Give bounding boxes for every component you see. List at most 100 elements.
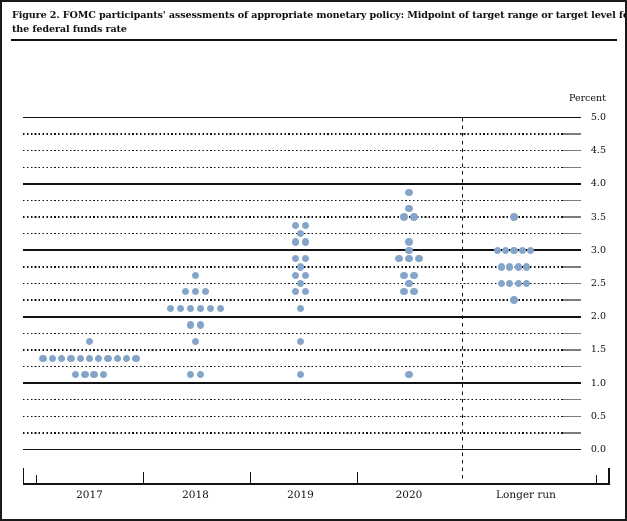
gridline-solid [23, 183, 581, 185]
gridline-dotted [23, 216, 563, 218]
x-axis-tick [143, 472, 145, 484]
projection-dot [405, 246, 413, 254]
projection-dot [296, 263, 305, 271]
projection-dot [405, 188, 413, 196]
projection-dot [201, 288, 210, 296]
projection-dot [67, 354, 75, 362]
projection-dot [296, 304, 305, 313]
projection-dot [410, 213, 418, 221]
y-axis-label: 4.5 [590, 145, 606, 157]
gridline-dotted [23, 349, 563, 351]
projection-dot [216, 304, 225, 313]
gridline-dotted [23, 415, 563, 418]
projection-dot [191, 271, 200, 279]
projection-dot [291, 271, 300, 279]
projection-dot [296, 371, 305, 379]
projection-dot [493, 246, 501, 254]
projection-dot [191, 288, 200, 296]
gridline-dotted [23, 133, 563, 135]
projection-dot [301, 221, 310, 230]
projection-dot [39, 354, 47, 362]
x-axis-label-2019: 2019 [287, 489, 314, 501]
projection-dot [405, 238, 413, 246]
projection-dot [296, 337, 305, 346]
projection-dot [301, 254, 310, 263]
projection-dot [410, 288, 418, 296]
gridline-end-cap [563, 398, 581, 401]
y-axis-label: 3.0 [590, 244, 606, 256]
projection-dot [518, 246, 527, 254]
gridline-dotted [23, 282, 563, 285]
projection-dot [296, 230, 305, 238]
projection-dot [400, 213, 408, 221]
gridline-solid [23, 382, 581, 384]
projection-dot [301, 238, 310, 246]
y-axis-label: 1.5 [590, 344, 606, 356]
x-axis-tick [596, 475, 598, 484]
projection-dot [76, 354, 84, 362]
gridline-solid [23, 249, 581, 252]
projection-dot [196, 321, 205, 329]
gridline-end-cap [563, 232, 581, 235]
x-axis-tick [250, 472, 252, 484]
projection-dot [123, 354, 131, 362]
projection-dot [301, 271, 310, 279]
projection-dot [191, 337, 200, 346]
projection-dot [186, 321, 195, 329]
projection-dot [506, 279, 514, 288]
gridline-end-cap [563, 299, 581, 301]
projection-dot [113, 354, 122, 362]
figure-title-line-1: Figure 2. FOMC participants' assessments… [12, 10, 627, 21]
projection-dot [405, 371, 413, 379]
projection-dot [81, 371, 89, 379]
gridline-end-cap [563, 349, 581, 351]
projection-dot [405, 205, 413, 213]
gridline-end-cap [563, 216, 581, 218]
title-rule [11, 39, 617, 41]
projection-dot [522, 279, 531, 288]
projection-dot [405, 279, 413, 288]
projection-dot [501, 246, 510, 254]
projection-dot [400, 288, 408, 296]
gridline-solid [23, 448, 581, 451]
y-axis-label: 0.5 [590, 410, 606, 422]
y-axis-label: 1.0 [590, 377, 606, 389]
projection-dot [166, 304, 175, 313]
gridline-solid [23, 315, 581, 318]
y-axis-label: 0.0 [590, 444, 606, 455]
y-axis-label: 2.0 [590, 311, 606, 323]
projection-dot [99, 371, 108, 379]
projection-dot [410, 271, 418, 279]
projection-dot [196, 304, 205, 313]
gridline-dotted [23, 232, 563, 235]
gridline-solid [23, 116, 581, 119]
projection-dot [186, 371, 195, 379]
gridline-dotted [23, 199, 563, 202]
projection-dot [522, 263, 531, 271]
projection-dot [291, 221, 300, 230]
projection-dot [395, 254, 403, 263]
projection-dot [57, 354, 66, 362]
projection-dot [104, 354, 112, 362]
gridline-end-cap [563, 199, 581, 202]
projection-dot [514, 263, 522, 271]
projection-dot [85, 354, 94, 362]
projection-dot [296, 279, 305, 288]
projection-dot [510, 246, 518, 254]
gridline-end-cap [563, 166, 581, 169]
projection-dot [181, 288, 190, 296]
x-axis-label-longer-run: Longer run [496, 489, 556, 501]
gridline-dotted [23, 432, 563, 434]
gridline-end-cap [563, 266, 581, 268]
projection-dot [510, 213, 518, 221]
figure-title-line-2: the federal funds rate [12, 24, 127, 35]
projection-dot [497, 263, 506, 271]
projection-dot [85, 337, 94, 346]
projection-dot [291, 254, 300, 263]
projection-dot [415, 254, 423, 263]
gridline-dotted [23, 365, 563, 368]
projection-dot [510, 296, 518, 304]
gridline-end-cap [563, 432, 581, 434]
